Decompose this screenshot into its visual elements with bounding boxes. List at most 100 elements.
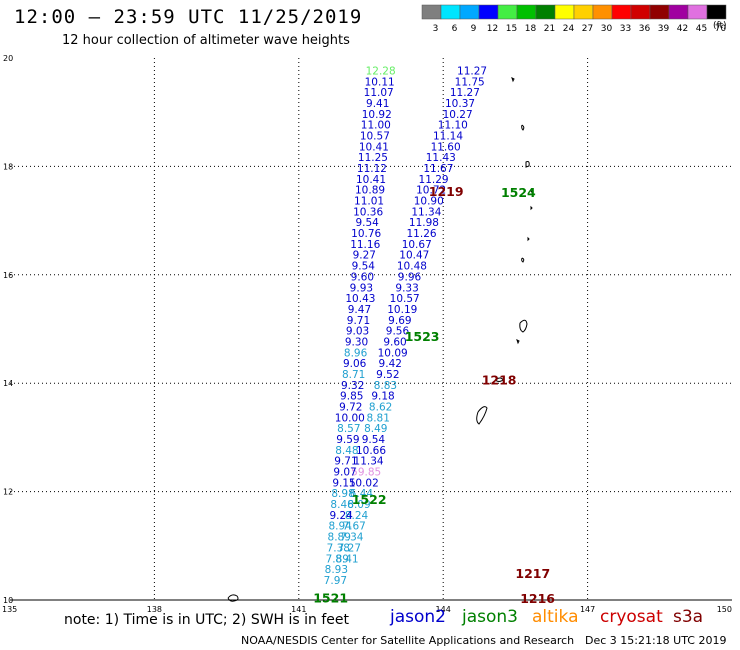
island (530, 190, 534, 196)
scale-label: 39 (658, 24, 670, 34)
scale-label: 6 (452, 24, 458, 34)
wave-height-point: 9.71 (347, 315, 370, 327)
wave-height-point: 11.07 (364, 87, 394, 99)
track-label: 1521 (313, 590, 348, 605)
wave-height-point: 8.98 (331, 488, 354, 500)
wave-height-point: 9.96 (398, 271, 422, 283)
x-tick-label: 144 (436, 605, 451, 614)
wave-height-point: 8.71 (342, 369, 365, 381)
wave-height-point: 7.67 (342, 521, 365, 533)
island (476, 406, 488, 425)
wave-height-point: 7.27 (338, 542, 361, 554)
wave-height-point: 10.09 (378, 347, 408, 359)
wave-height-point: 10.90 (414, 196, 444, 208)
wave-height-point: 9.60 (351, 271, 374, 283)
title: 12:00 – 23:59 UTC 11/25/2019 (14, 6, 363, 28)
wave-height-point: 8.81 (367, 412, 390, 424)
x-tick-label: 141 (291, 605, 306, 614)
wave-height-point: 9.72 (339, 402, 362, 414)
wave-height-point: 10.43 (345, 293, 375, 305)
wave-height-point: 7.34 (340, 532, 364, 544)
track-label: 1219 (429, 184, 464, 199)
scale-label: 9 (471, 24, 477, 34)
wave-height-point: 10.66 (356, 445, 386, 457)
wave-height-point: 9.59 (336, 434, 359, 446)
island (511, 77, 515, 83)
scale-label: 42 (677, 24, 688, 34)
y-tick-label: 20 (3, 54, 13, 63)
track-label: 1216 (520, 591, 555, 606)
wave-height-point: 10.72 (416, 185, 446, 197)
wave-height-point: 10.27 (443, 109, 473, 121)
wave-height-point: 11.34 (411, 206, 441, 218)
scale-label: 27 (582, 24, 593, 34)
wave-height-point: 9.03 (346, 326, 369, 338)
wave-height-point: 10.41 (359, 141, 389, 153)
scale-label: 30 (601, 24, 613, 34)
wave-height-point: 8.49 (364, 423, 387, 435)
scale-label: 21 (544, 24, 555, 34)
legend-jason2: jason2 (390, 607, 446, 627)
scale-label: 3 (433, 24, 439, 34)
track-label: 1218 (482, 372, 517, 387)
track-label: 1217 (515, 566, 550, 581)
wave-height-point: 11.00 (361, 120, 391, 132)
wave-height-point: 9.42 (379, 358, 402, 370)
wave-height-point: 9.30 (345, 336, 368, 348)
scale-label: 45 (696, 24, 707, 34)
wave-height-point: 9.69 (388, 315, 411, 327)
wave-height-point: 11.43 (426, 152, 456, 164)
island (530, 205, 533, 211)
wave-height-point: 10.48 (397, 261, 427, 273)
wave-height-point: 8.46 (330, 499, 354, 511)
wave-height-point: 8.41 (335, 553, 358, 565)
footer-note: note: 1) Time is in UTC; 2) SWH is in fe… (64, 612, 350, 628)
wave-height-point: 9.18 (371, 391, 394, 403)
wave-height-point: 9.56 (386, 326, 410, 338)
y-tick-label: 10 (3, 596, 13, 605)
scale-label: 15 (506, 24, 517, 34)
wave-height-point: 10.89 (355, 185, 385, 197)
wave-height-point: 59.85 (351, 467, 381, 479)
island (527, 236, 530, 242)
scale-label: 12 (487, 24, 498, 34)
y-tick-label: 16 (3, 271, 13, 280)
y-tick-label: 18 (3, 162, 13, 171)
wave-height-point: 11.16 (350, 239, 380, 251)
wave-height-point: 9.54 (352, 261, 376, 273)
wave-height-point: 8.57 (337, 423, 360, 435)
island (521, 124, 525, 131)
wave-height-point: 8.94 (328, 521, 352, 533)
wave-height-point: 9.06 (343, 358, 367, 370)
wave-height-point: 9.52 (376, 369, 399, 381)
wave-height-point: 10.76 (351, 228, 381, 240)
scale-swatch (706, 4, 727, 20)
wave-height-point: 10.41 (356, 174, 386, 186)
scale-label: 18 (525, 24, 537, 34)
wave-height-point: 9.15 (332, 477, 355, 489)
wave-height-point: 8.89 (328, 532, 351, 544)
scale-label: 24 (563, 24, 575, 34)
y-tick-label: 14 (3, 379, 13, 388)
island (525, 161, 530, 168)
wave-height-point: 11.27 (457, 65, 487, 77)
track-label: 1522 (352, 492, 387, 507)
wave-height-point: 9.93 (350, 282, 373, 294)
wave-height-point: 11.29 (419, 174, 449, 186)
wave-height-point: 10.11 (365, 76, 395, 88)
wave-height-point: 10.47 (399, 250, 429, 262)
landmasses (227, 77, 534, 602)
wave-height-point: 9.32 (341, 380, 364, 392)
wave-height-point: 10.57 (390, 293, 420, 305)
legend-s3a: s3a (673, 607, 704, 627)
wave-height-point: 9.47 (348, 304, 371, 316)
wave-height-point: 9.60 (383, 336, 406, 348)
wave-height-point: 8.62 (369, 402, 392, 414)
wave-height-point: 9.24 (329, 510, 353, 522)
wave-height-point: 9.85 (340, 391, 363, 403)
wave-height-point: 9.71 (334, 456, 357, 468)
wave-height-point: 7.89 (326, 553, 349, 565)
x-tick-label: 147 (580, 605, 595, 614)
y-tick-label: 12 (3, 488, 13, 497)
